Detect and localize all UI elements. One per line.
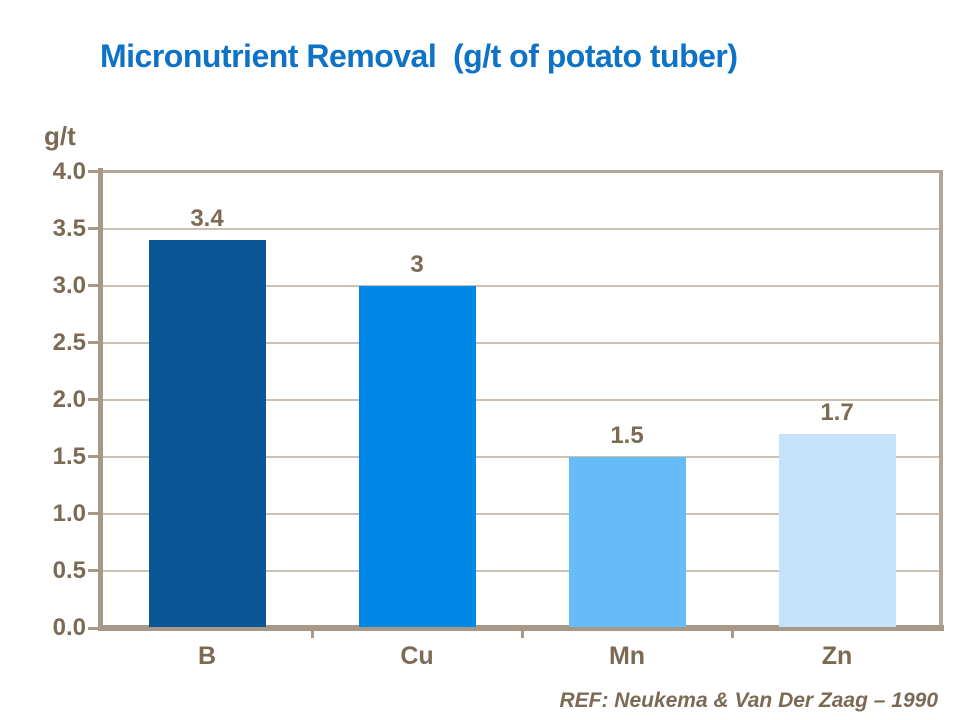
gridline-3.5 [103,227,939,230]
x-axis-line [98,625,944,631]
gridline-1.5 [103,455,939,458]
bar-Mn [568,456,686,627]
y-axis-tick-3.5 [88,227,99,231]
y-axis-tick-label: 1.5 [52,442,86,470]
plot-right-border [939,170,943,628]
reference-citation: REF: Neukema & Van Der Zaag – 1990 [559,689,938,712]
bar-value-label-Cu: 3 [410,250,424,278]
x-axis-label-Cu: Cu [400,642,434,670]
gridline-3.0 [103,284,939,287]
gridline-2.5 [103,341,939,344]
gridline-1.0 [103,512,939,515]
y-axis-tick-label: 0.5 [52,556,86,584]
x-axis-tick [520,631,524,638]
y-axis-tick-label: 2.5 [52,328,86,356]
bar-value-label-B: 3.4 [190,204,224,232]
y-axis-tick-label: 3.5 [52,214,86,242]
gridline-2.0 [103,398,939,401]
bar-Cu [358,285,476,627]
x-axis-tick [310,631,314,638]
bar-value-label-Mn: 1.5 [610,421,644,449]
y-axis-tick-label: 4.0 [52,157,86,185]
y-axis-tick-2.5 [88,341,99,345]
y-axis-tick-3.0 [88,284,99,288]
y-axis-line [98,168,103,631]
x-axis-tick [730,631,734,638]
y-axis-tick-label: 2.0 [52,385,86,413]
bar-B [148,239,266,627]
chart-title: Micronutrient Removal (g/t of potato tub… [100,38,738,74]
x-axis-label-B: B [197,642,217,670]
x-axis-label-Zn: Zn [821,642,853,670]
bar-Zn [778,433,896,627]
y-axis-tick-4.0 [88,170,99,173]
y-axis-tick-label: 1.0 [52,499,86,527]
y-axis-tick-1.0 [88,512,99,516]
gridline-0.5 [103,569,939,572]
y-axis-tick-0.0 [88,626,99,630]
y-axis-tick-label: 0.0 [52,614,86,641]
y-axis-unit-label: g/t [44,121,76,151]
y-axis-tick-0.5 [88,569,99,573]
y-axis-tick-2.0 [88,398,99,402]
y-axis-tick-label: 3.0 [52,271,86,299]
bar-value-label-Zn: 1.7 [820,398,854,426]
y-axis-tick-1.5 [88,455,99,459]
x-axis-label-Mn: Mn [608,642,646,670]
plot-top-border [102,170,941,173]
